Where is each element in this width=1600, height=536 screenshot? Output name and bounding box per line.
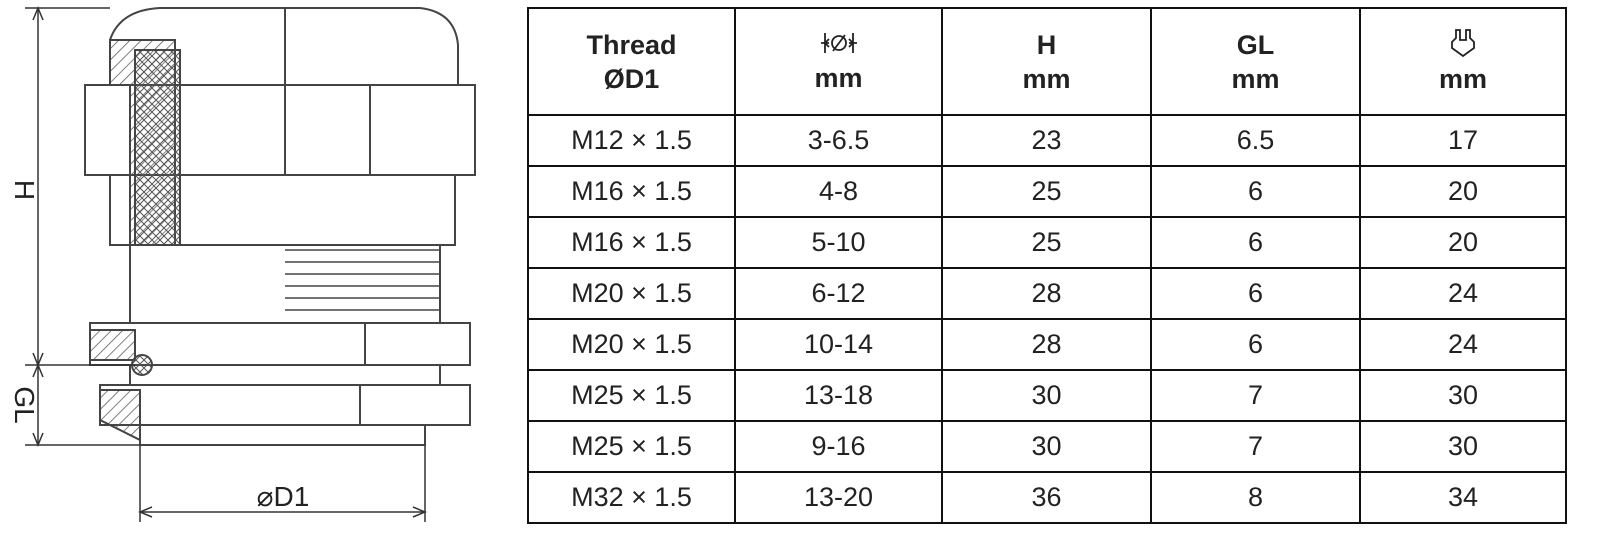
table-row: M20 × 1.5 10-14 28 6 24 [527, 318, 1567, 371]
table-cell: M12 × 1.5 [527, 114, 736, 167]
table-cell: M25 × 1.5 [527, 420, 736, 473]
header-cell: Thread ØD1 [527, 7, 736, 116]
table-cell: 6.5 [1150, 114, 1361, 167]
table-cell: M16 × 1.5 [527, 216, 736, 269]
table-row: M16 × 1.5 5-10 25 6 20 [527, 216, 1567, 269]
table-cell: 36 [941, 471, 1152, 524]
header-cell: mm [1359, 7, 1567, 116]
table-cell: 10-14 [734, 318, 943, 371]
gland-outline [84, 7, 476, 446]
table-body: M12 × 1.5 3-6.5 23 6.5 17 M16 × 1.5 4-8 25 6 20 M1… [527, 114, 1567, 524]
table-cell: 6-12 [734, 267, 943, 320]
table-cell: 28 [941, 267, 1152, 320]
table-cell: 7 [1150, 369, 1361, 422]
table-cell: 3-6.5 [734, 114, 943, 167]
header-text: GL [1236, 29, 1275, 60]
table-cell: 28 [941, 318, 1152, 371]
table-cell: 13-18 [734, 369, 943, 422]
table-cell: 7 [1150, 420, 1361, 473]
table-cell: 6 [1150, 216, 1361, 269]
gl-label: GL [9, 386, 40, 423]
table-row: M32 × 1.5 13-20 36 8 34 [527, 471, 1567, 524]
table-cell: 24 [1359, 267, 1567, 320]
table-cell: 25 [941, 216, 1152, 269]
table-cell: M32 × 1.5 [527, 471, 736, 524]
header-text: ØD1 [603, 63, 660, 94]
height-label: H [9, 180, 40, 200]
table-cell: 6 [1150, 165, 1361, 218]
table-row: M20 × 1.5 6-12 28 6 24 [527, 267, 1567, 320]
table-cell: 6 [1150, 318, 1361, 371]
table-cell: 9-16 [734, 420, 943, 473]
table-row: M25 × 1.5 9-16 30 7 30 [527, 420, 1567, 473]
table-cell: 13-20 [734, 471, 943, 524]
table-cell: 30 [941, 420, 1152, 473]
table-cell: M20 × 1.5 [527, 318, 736, 371]
table-cell: 25 [941, 165, 1152, 218]
diameter-label: ⌀D1 [257, 481, 310, 512]
table-row: M25 × 1.5 13-18 30 7 30 [527, 369, 1567, 422]
table-cell: M20 × 1.5 [527, 267, 736, 320]
table-cell: M16 × 1.5 [527, 165, 736, 218]
table-cell: 23 [941, 114, 1152, 167]
dimension-lines [25, 6, 427, 522]
header-cell: GL mm [1150, 7, 1361, 116]
header-text: mm [1231, 63, 1280, 94]
table-row: M16 × 1.5 4-8 25 6 20 [527, 165, 1567, 218]
table-cell: 17 [1359, 114, 1567, 167]
table-cell: 8 [1150, 471, 1361, 524]
cable-diameter-icon [820, 32, 857, 53]
table-cell: 30 [1359, 369, 1567, 422]
table-cell: 34 [1359, 471, 1567, 524]
table-cell: 20 [1359, 165, 1567, 218]
table-row: M12 × 1.5 3-6.5 23 6.5 17 [527, 114, 1567, 167]
header-text: mm [1438, 63, 1487, 94]
header-text: H [1036, 29, 1057, 60]
table-cell: 30 [1359, 420, 1567, 473]
table-cell: 4-8 [734, 165, 943, 218]
header-text: mm [1022, 63, 1071, 94]
table-cell: 24 [1359, 318, 1567, 371]
table-cell: 6 [1150, 267, 1361, 320]
wrench-icon [1451, 28, 1475, 57]
table-cell: M25 × 1.5 [527, 369, 736, 422]
header-text: Thread [586, 29, 677, 60]
gland-drawing: H GL ⌀D1 [9, 6, 476, 522]
table-cell: 20 [1359, 216, 1567, 269]
table-cell: 30 [941, 369, 1152, 422]
header-text: mm [814, 62, 863, 93]
table-cell: 5-10 [734, 216, 943, 269]
header-cell: mm [734, 7, 943, 116]
